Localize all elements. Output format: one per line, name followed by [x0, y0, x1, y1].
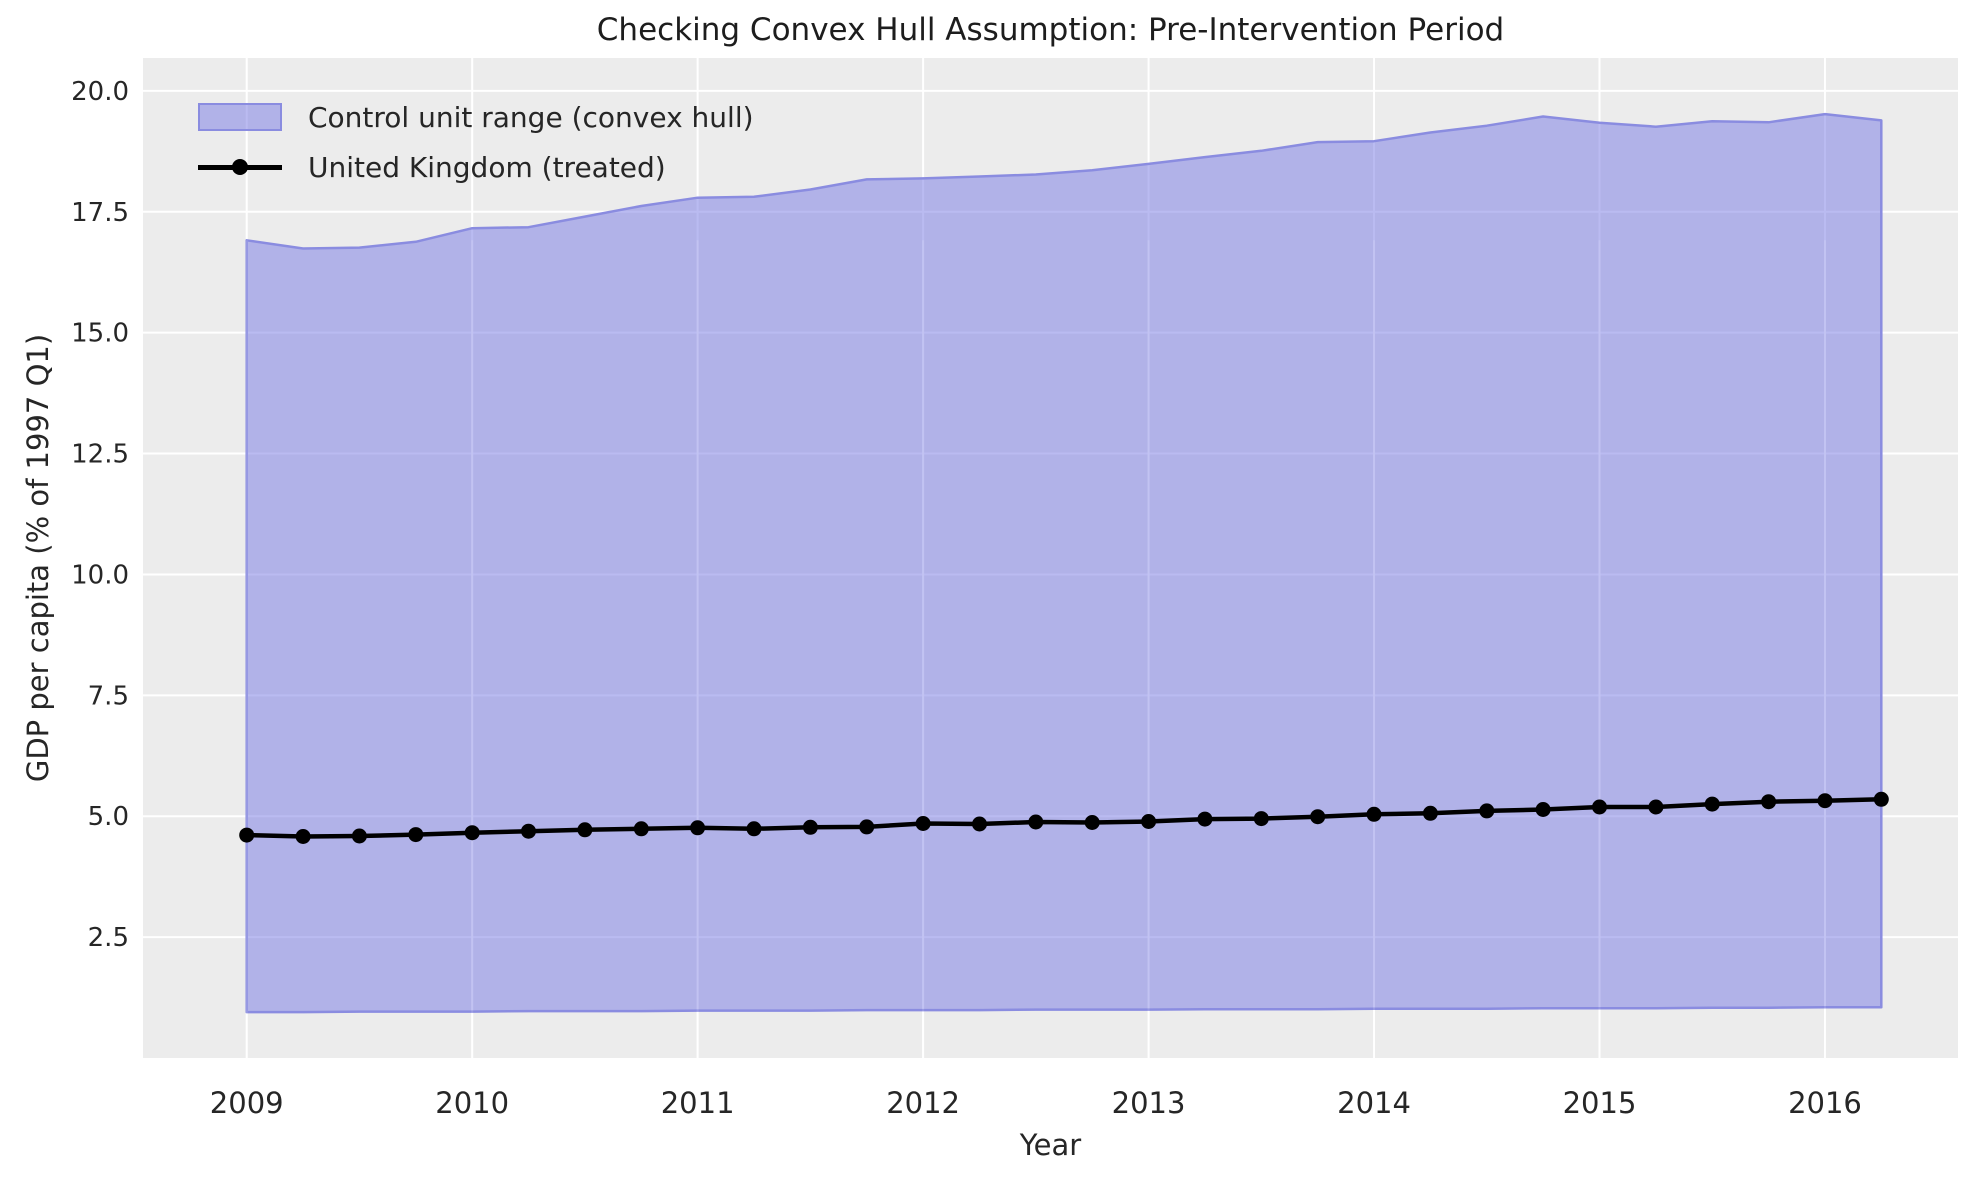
x-tick-label: 2011	[661, 1086, 735, 1120]
treated-marker	[633, 821, 649, 837]
treated-marker	[1310, 809, 1326, 825]
line-marker-icon	[198, 159, 282, 175]
treated-marker	[1592, 799, 1607, 815]
legend-item-control-range: Control unit range (convex hull)	[198, 100, 754, 134]
treated-marker	[690, 820, 706, 836]
treated-marker	[1704, 796, 1720, 812]
treated-marker	[1028, 814, 1044, 830]
legend-label-united-kingdom: United Kingdom (treated)	[308, 150, 666, 184]
x-tick-label: 2010	[435, 1086, 509, 1120]
x-axis-label: Year	[1019, 1128, 1082, 1162]
legend-label-control-range: Control unit range (convex hull)	[308, 100, 754, 134]
legend: Control unit range (convex hull) United …	[198, 100, 754, 184]
band-patch-icon	[198, 103, 282, 131]
x-tick-label: 2012	[886, 1086, 960, 1120]
y-tick-label: 20.0	[71, 77, 129, 107]
y-tick-label: 10.0	[71, 560, 129, 590]
x-tick-label: 2014	[1337, 1086, 1411, 1120]
treated-marker	[802, 819, 818, 835]
x-tick-label: 2009	[210, 1086, 284, 1120]
treated-marker	[295, 829, 311, 844]
treated-marker	[1197, 811, 1213, 827]
treated-marker	[408, 827, 424, 843]
y-tick-label: 7.5	[88, 681, 129, 711]
x-tick-label: 2015	[1563, 1086, 1637, 1120]
control-range-band	[245, 112, 1883, 1014]
y-axis-label: GDP per capita (% of 1997 Q1)	[21, 333, 55, 783]
y-tick-label: 17.5	[71, 198, 129, 228]
chart-title: Checking Convex Hull Assumption: Pre-Int…	[596, 12, 1505, 48]
treated-marker	[859, 819, 875, 835]
x-tick-label: 2016	[1788, 1086, 1862, 1120]
treated-marker	[915, 816, 931, 831]
treated-marker	[1648, 799, 1664, 815]
treated-marker	[351, 828, 367, 844]
treated-marker	[1422, 805, 1438, 821]
y-tick-label: 2.5	[88, 923, 129, 953]
treated-marker	[464, 825, 480, 841]
x-tick-label: 2013	[1112, 1086, 1186, 1120]
treated-marker	[1253, 811, 1269, 827]
treated-marker	[1479, 803, 1495, 819]
treated-marker	[1141, 814, 1157, 829]
y-tick-label: 12.5	[71, 440, 129, 470]
treated-marker	[239, 827, 255, 843]
marker-dot-icon	[232, 159, 248, 175]
y-tick-label: 15.0	[71, 319, 129, 349]
treated-marker	[1873, 791, 1889, 807]
treated-line	[244, 797, 1884, 839]
legend-item-united-kingdom: United Kingdom (treated)	[198, 150, 754, 184]
treated-marker	[1084, 815, 1100, 830]
treated-marker	[521, 823, 536, 839]
treated-marker	[1761, 794, 1777, 810]
treated-marker	[577, 822, 593, 838]
treated-marker	[746, 821, 762, 837]
treated-marker	[1817, 793, 1833, 809]
treated-marker	[972, 816, 987, 832]
treated-marker	[1535, 802, 1551, 817]
treated-marker	[1366, 806, 1382, 822]
y-tick-label: 5.0	[88, 802, 129, 832]
